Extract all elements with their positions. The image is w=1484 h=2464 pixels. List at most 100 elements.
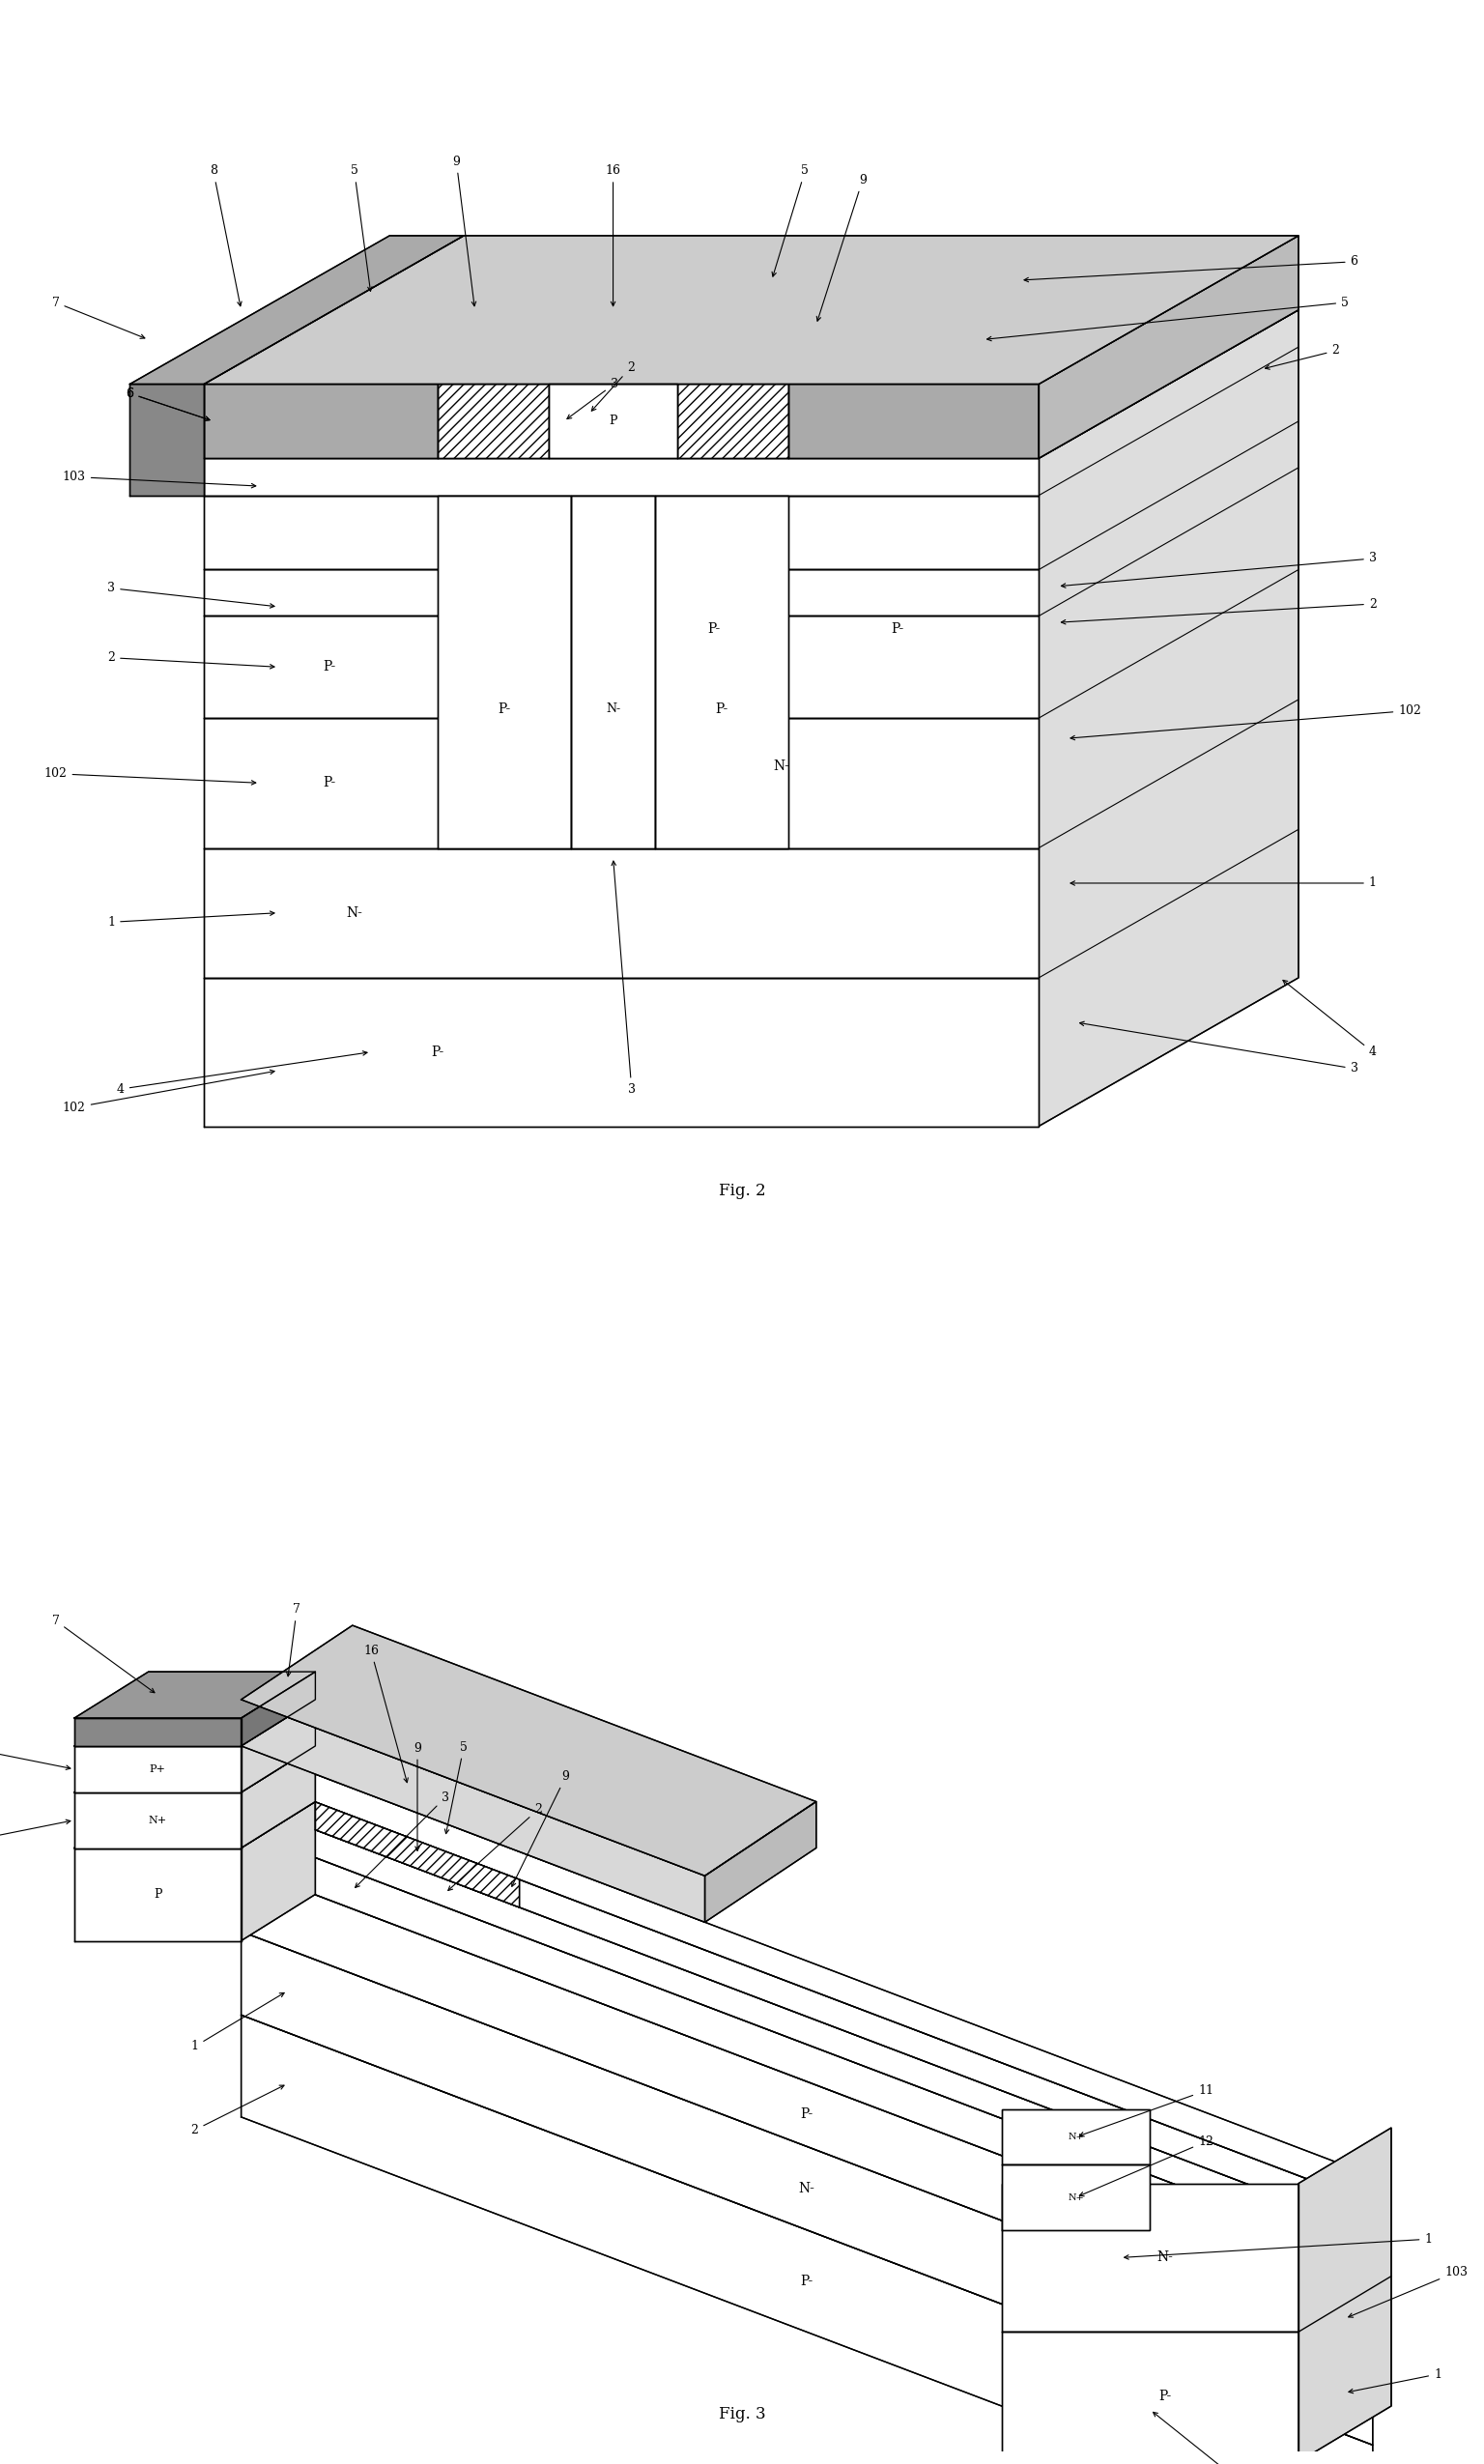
Polygon shape: [74, 1848, 240, 1942]
Text: 2: 2: [191, 2085, 283, 2136]
Polygon shape: [74, 1747, 240, 1791]
Polygon shape: [205, 458, 1039, 495]
Polygon shape: [240, 1671, 316, 1747]
Text: N-: N-: [1158, 2252, 1172, 2264]
Polygon shape: [205, 848, 1039, 978]
Text: 11: 11: [1079, 2085, 1214, 2136]
Text: 16: 16: [364, 1643, 408, 1781]
Polygon shape: [240, 1626, 816, 1875]
Polygon shape: [654, 495, 788, 848]
Text: 6: 6: [126, 387, 209, 421]
Text: 8: 8: [209, 165, 242, 306]
Text: N+: N+: [1068, 2193, 1083, 2203]
Text: 102: 102: [62, 1069, 275, 1114]
Text: 9: 9: [512, 1769, 570, 1887]
Text: 3: 3: [567, 377, 617, 419]
Text: Fig. 3: Fig. 3: [718, 2405, 766, 2422]
Text: 3: 3: [611, 860, 635, 1096]
Polygon shape: [240, 1700, 316, 1791]
Polygon shape: [205, 237, 1298, 384]
Text: 103: 103: [62, 471, 255, 488]
Text: 9: 9: [453, 155, 476, 306]
Text: 16: 16: [605, 165, 620, 306]
Polygon shape: [240, 1700, 705, 1922]
Text: P+: P+: [150, 1764, 166, 1774]
Polygon shape: [240, 1828, 1373, 2296]
Text: 102: 102: [45, 766, 255, 784]
Text: 2: 2: [448, 1804, 542, 1890]
Polygon shape: [205, 717, 1039, 848]
Polygon shape: [240, 1868, 1373, 2361]
Text: P-: P-: [324, 776, 335, 791]
Polygon shape: [240, 1932, 1373, 2444]
Text: 3: 3: [1061, 552, 1377, 589]
Polygon shape: [438, 495, 571, 848]
Polygon shape: [677, 384, 788, 458]
Text: 5: 5: [445, 1740, 467, 1833]
Polygon shape: [705, 1801, 816, 1922]
Polygon shape: [205, 978, 1039, 1126]
Text: 5: 5: [772, 165, 809, 276]
Text: 3: 3: [107, 582, 275, 609]
Polygon shape: [240, 1747, 316, 1848]
Text: 1: 1: [1125, 2232, 1432, 2259]
Text: 8: 8: [0, 1745, 70, 1769]
Text: N-: N-: [773, 759, 789, 774]
Polygon shape: [74, 1747, 316, 1791]
Text: P-: P-: [499, 702, 510, 715]
Polygon shape: [240, 1801, 1373, 2259]
Text: Fig. 2: Fig. 2: [718, 1183, 766, 1200]
Text: P-: P-: [800, 2107, 813, 2122]
Text: 4: 4: [117, 1052, 367, 1096]
Text: 9: 9: [816, 175, 867, 320]
Text: 2: 2: [592, 362, 635, 411]
Text: 2: 2: [107, 650, 275, 668]
Polygon shape: [788, 384, 1039, 458]
Polygon shape: [1002, 2331, 1298, 2462]
Text: 1: 1: [107, 912, 275, 929]
Polygon shape: [205, 384, 438, 458]
Text: 4: 4: [1153, 2412, 1247, 2464]
Text: N+: N+: [148, 1816, 166, 1826]
Text: 5: 5: [987, 296, 1349, 340]
Text: N-: N-: [605, 702, 620, 715]
Text: 1: 1: [1349, 2368, 1441, 2393]
Polygon shape: [438, 384, 549, 458]
Polygon shape: [549, 384, 677, 458]
Text: P-: P-: [892, 623, 904, 636]
Polygon shape: [240, 1801, 316, 1942]
Polygon shape: [205, 616, 1039, 717]
Text: 102: 102: [1070, 705, 1422, 739]
Polygon shape: [74, 1700, 316, 1747]
Text: N-: N-: [346, 907, 362, 919]
Polygon shape: [74, 1671, 316, 1717]
Polygon shape: [74, 1791, 240, 1848]
Polygon shape: [205, 310, 1298, 458]
Text: 3: 3: [1080, 1023, 1358, 1074]
Polygon shape: [1039, 237, 1298, 458]
Text: 9: 9: [414, 1742, 421, 1850]
Text: 2: 2: [1061, 599, 1377, 623]
Text: 2: 2: [1266, 345, 1340, 370]
Polygon shape: [240, 1747, 1373, 2203]
Polygon shape: [74, 1717, 240, 1747]
Polygon shape: [205, 495, 1039, 569]
Text: P-: P-: [432, 1045, 444, 1060]
Text: 6: 6: [126, 387, 209, 421]
Text: 7: 7: [52, 296, 145, 338]
Text: 3: 3: [355, 1791, 450, 1887]
Text: 6: 6: [1024, 256, 1358, 281]
Polygon shape: [1298, 2129, 1392, 2462]
Polygon shape: [1002, 2183, 1298, 2331]
Text: 7: 7: [52, 1614, 154, 1693]
Text: 12: 12: [1079, 2136, 1214, 2195]
Polygon shape: [1002, 2166, 1150, 2230]
Polygon shape: [1002, 2109, 1150, 2166]
Polygon shape: [571, 495, 654, 848]
Text: 6: 6: [0, 1821, 70, 1846]
Text: P-: P-: [800, 2274, 813, 2287]
Text: P: P: [608, 414, 617, 426]
Text: N+: N+: [1068, 2134, 1083, 2141]
Polygon shape: [316, 1801, 519, 1907]
Polygon shape: [74, 1801, 316, 1848]
